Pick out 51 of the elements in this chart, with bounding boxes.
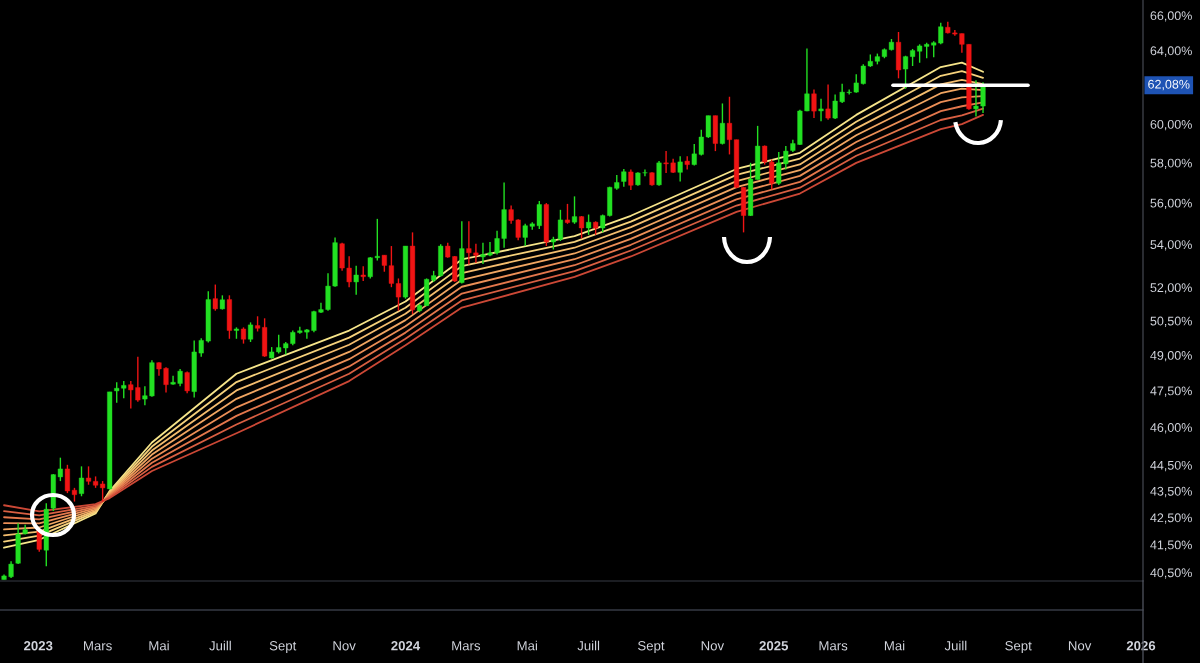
x-tick-label: Sept: [638, 641, 665, 654]
y-tick-label: 60,00%: [1150, 119, 1192, 131]
candlestick: [726, 96, 732, 156]
candlestick: [818, 98, 824, 122]
x-tick-label: Juill: [577, 640, 600, 651]
y-tick-label: 44,50%: [1150, 460, 1192, 472]
x-tick-label: Juill: [209, 640, 231, 651]
y-tick-label: 41,50%: [1150, 540, 1192, 551]
candlestick: [677, 155, 683, 183]
candlestick: [586, 213, 592, 236]
x-tick-label: Sept: [1005, 641, 1032, 654]
candlestick: [571, 195, 578, 225]
x-tick-label: Mars: [452, 641, 481, 651]
candlestick: [212, 283, 218, 312]
candlestick: [78, 465, 85, 497]
x-tick-label: Mai: [517, 640, 537, 651]
candlestick: [248, 321, 254, 343]
y-tick-label: 54,00%: [1150, 240, 1192, 251]
x-tick-label: 2025: [759, 641, 789, 651]
y-tick-label: 50,50%: [1150, 316, 1192, 327]
y-tick-label: 58,00%: [1150, 158, 1192, 169]
x-tick-label: 2026: [1126, 641, 1156, 651]
y-tick-label: 56,00%: [1150, 198, 1192, 209]
candlestick: [825, 83, 831, 121]
y-tick-label: 49,00%: [1150, 350, 1192, 362]
x-tick-label: Nov: [1068, 641, 1092, 651]
y-tick-label: 40,50%: [1150, 568, 1192, 579]
candlestick: [811, 88, 817, 119]
x-tick-label: Nov: [333, 641, 356, 651]
candlestick: [353, 264, 359, 296]
y-tick-label: 64,00%: [1150, 46, 1192, 57]
x-tick-label: Nov: [701, 641, 725, 651]
y-tick-label: 42,50%: [1150, 513, 1192, 524]
x-tick-label: Mars: [84, 641, 112, 651]
ref-line-label: 62,08%: [1148, 79, 1190, 91]
candlestick: [656, 160, 662, 187]
y-tick-label: 66,00%: [1150, 11, 1192, 22]
x-tick-label: Juill: [944, 640, 967, 651]
y-tick-label: 43,50%: [1150, 486, 1192, 498]
x-tick-label: Mars: [819, 641, 848, 651]
candlestick: [719, 102, 725, 146]
x-tick-label: Mai: [884, 640, 905, 651]
x-tick-label: Sept: [269, 641, 297, 654]
candlestick: [564, 203, 570, 225]
y-tick-label: 52,00%: [1150, 283, 1192, 294]
x-tick-label: 2024: [391, 641, 421, 651]
x-tick-label: Mai: [149, 640, 169, 651]
y-tick-label: 46,00%: [1150, 423, 1192, 434]
candlestick: [628, 168, 634, 191]
y-tick-label: 47,50%: [1150, 386, 1192, 397]
x-tick-label: 2023: [24, 641, 53, 651]
